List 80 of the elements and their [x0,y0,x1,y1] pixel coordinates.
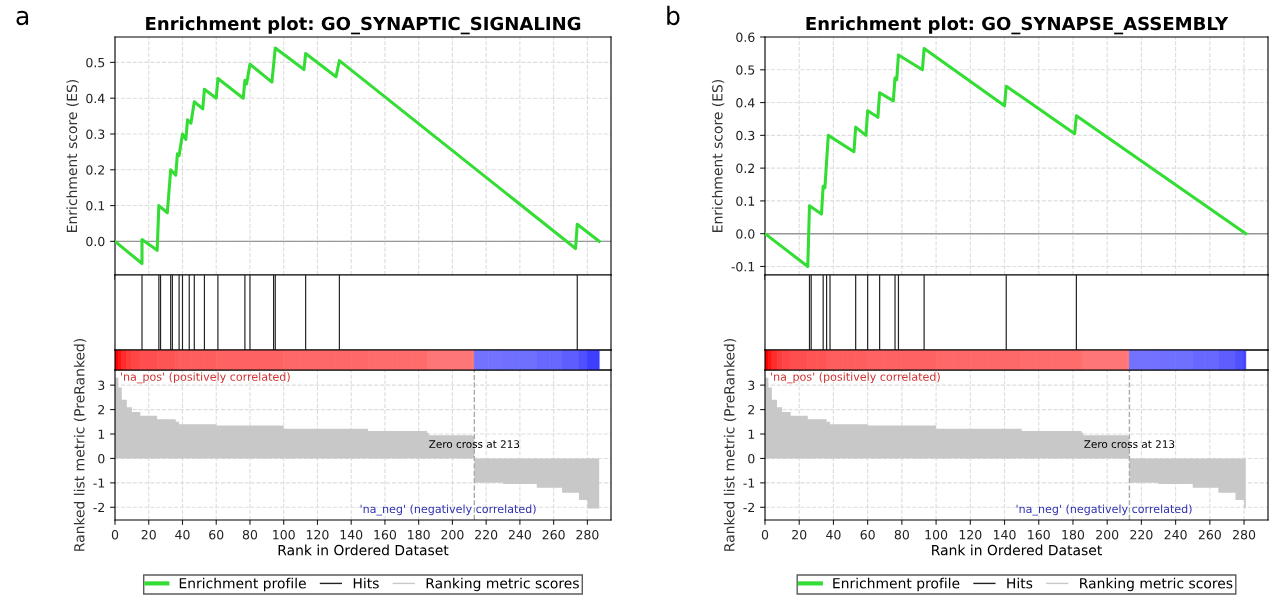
x-tick-label: 260 [542,529,565,540]
y-tick-label: 0.4 [736,98,755,108]
x-tick-label: 100 [925,529,948,540]
y-tick-label: 0.5 [86,57,105,68]
y-tick-label: 0.0 [736,229,755,239]
x-axis-title: Rank in Ordered Dataset [932,544,1102,556]
y-tick-label: 0 [98,453,105,464]
y-tick-label: 1 [748,429,755,439]
chart-title: Enrichment plot: GO_SYNAPTIC_SIGNALING [146,16,581,35]
line-series [115,46,601,266]
x-tick-label: 180 [408,529,430,540]
x-tick-label: 200 [1096,529,1119,540]
line-series [765,46,1248,269]
y-tick-label: 0.6 [736,32,755,42]
annotation: 'na_pos' (positively correlated) [121,372,290,384]
legend-label: Ranking metric scores [426,577,579,592]
x-tick-label: 0 [111,529,119,540]
legend-label: Ranking metric scores [1080,577,1233,592]
y-tick-label: 0.2 [86,165,105,175]
y-axis-title: Enrichment score (ES) [66,79,79,232]
legend-label: Hits [353,577,379,589]
x-tick-label: 20 [792,529,807,540]
y-tick-label: 0.3 [86,129,105,139]
x-tick-label: 140 [340,529,363,540]
y-tick-label: 0.1 [736,196,755,206]
y-tick-label: 0.4 [86,93,105,104]
y-tick-label: 0.1 [86,201,105,211]
x-tick-label: 20 [141,529,156,540]
y-tick-label: 0.0 [86,236,105,247]
y-tick-label: 2 [98,405,105,415]
x-tick-label: 40 [175,529,190,540]
ref-line-label: Zero cross at 213 [1084,440,1175,449]
y-tick-label: -0.1 [731,261,755,272]
x-tick-label: 120 [959,529,982,540]
y-tick-label: -2 [743,502,755,513]
x-tick-label: 200 [441,529,464,540]
x-tick-label: 80 [242,529,258,540]
x-tick-label: 60 [209,529,224,540]
y-tick-label: 1 [98,429,105,439]
x-tick-label: 240 [1164,529,1187,540]
y-tick-label: -1 [93,478,105,488]
y-tick-label: 0 [748,453,755,464]
annotation: 'na_neg' (negatively correlated) [360,504,536,516]
y-tick-label: 0.2 [736,163,755,174]
y-tick-label: -2 [93,502,105,513]
legend-label: Enrichment profile [833,577,960,592]
x-tick-label: 240 [508,529,531,540]
text: b [667,5,680,26]
y-axis-title: Enrichment score (ES) [711,79,725,232]
annotation: 'na_neg' (negatively correlated) [1016,504,1192,516]
x-tick-label: 100 [273,529,295,540]
x-tick-label: 160 [1028,529,1050,540]
x-tick-label: 220 [1130,529,1153,540]
y-tick-label: -1 [743,478,755,488]
annotation: 'na_pos' (positively correlated) [771,372,940,384]
text: a [16,10,29,26]
y-tick-label: 0.5 [736,65,755,75]
legend-label: Hits [1007,577,1033,589]
y-axis-title: Ranked list metric (PreRanked) [723,339,737,551]
x-tick-label: 80 [894,529,909,540]
y-tick-label: 3 [98,380,105,391]
x-tick-label: 60 [860,529,875,540]
y-tick-label: 3 [748,380,755,391]
x-tick-label: 180 [1062,529,1085,540]
x-tick-label: 160 [374,529,397,540]
x-tick-label: 280 [576,529,599,540]
x-tick-label: 140 [993,529,1016,540]
legend-label: Enrichment profile [179,577,306,592]
x-tick-label: 40 [826,529,841,540]
y-tick-label: 2 [748,405,755,415]
x-tick-label: 0 [761,529,769,540]
chart-title: Enrichment plot: GO_SYNAPSE_ASSEMBLY [806,16,1229,35]
x-tick-label: 220 [475,529,498,540]
x-axis-title: Rank in Ordered Dataset [278,544,449,556]
y-axis-title: Ranked list metric (PreRanked) [73,339,87,551]
x-tick-label: 260 [1198,529,1221,540]
x-tick-label: 280 [1233,529,1256,540]
ref-line-label: Zero cross at 213 [429,440,520,449]
x-tick-label: 120 [306,529,329,540]
y-tick-label: 0.3 [736,130,755,141]
